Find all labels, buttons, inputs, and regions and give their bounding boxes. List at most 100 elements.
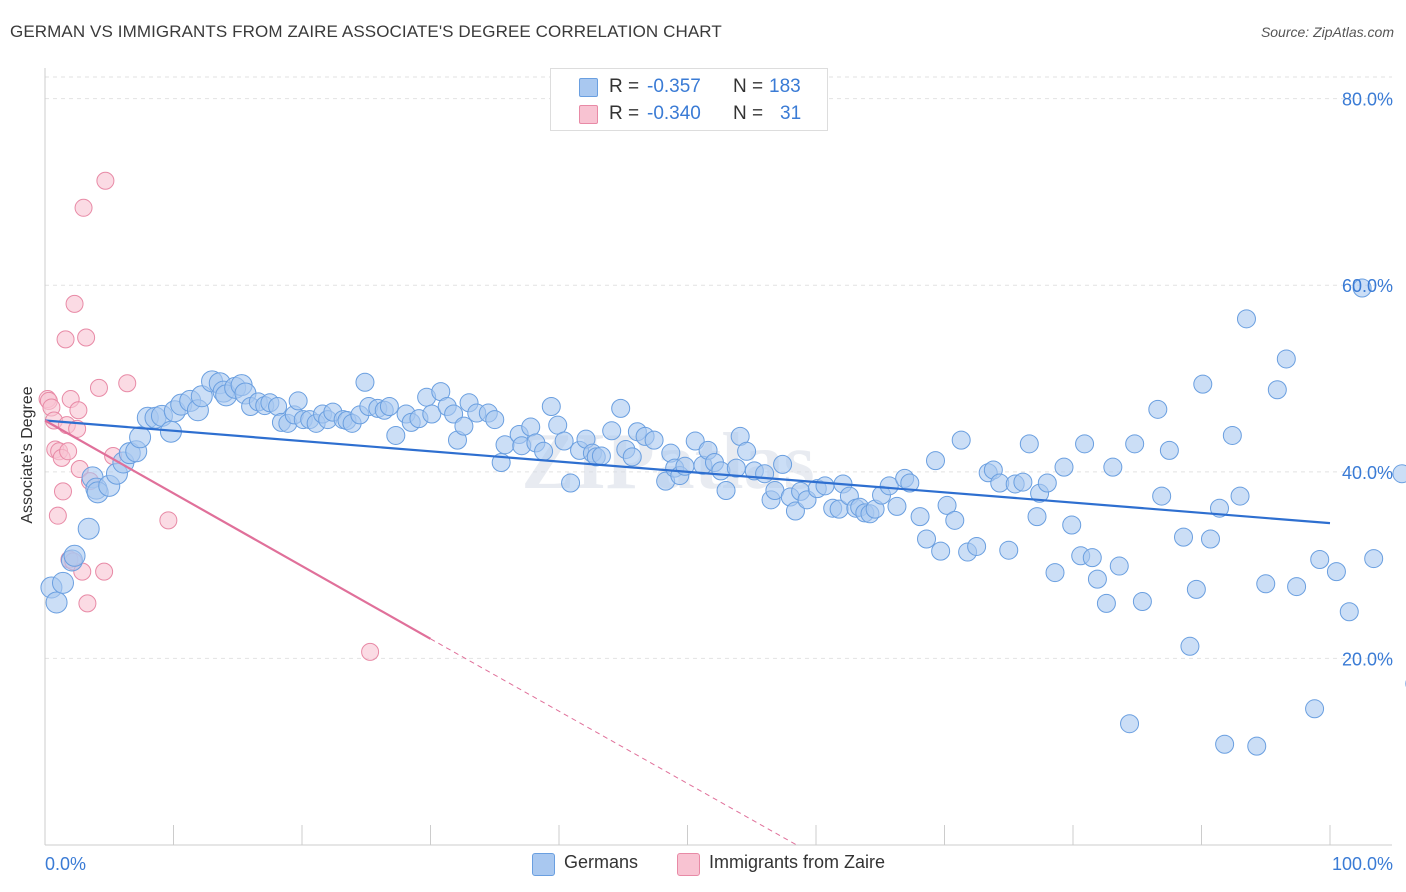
data-point-german — [1132, 592, 1152, 612]
stats-row-zaire: R = -0.340 N = 31 — [551, 101, 827, 127]
data-point-german — [1027, 507, 1047, 527]
tick-labels: 20.0% 40.0% 60.0% 80.0% 0.0% 100.0% — [45, 90, 1393, 874]
data-point-german — [931, 541, 951, 561]
data-point-german — [422, 404, 442, 424]
data-point-german — [63, 544, 86, 567]
data-point-zaire — [96, 171, 115, 190]
data-point-german — [685, 431, 705, 451]
data-point-german — [485, 410, 505, 430]
data-point-german — [1174, 527, 1194, 547]
data-point-german — [1019, 434, 1039, 454]
data-point-german — [1364, 549, 1384, 569]
data-point-zaire — [159, 511, 178, 530]
zaire-swatch — [677, 853, 700, 876]
data-point-german — [1310, 550, 1330, 570]
axes — [44, 68, 1392, 846]
data-point-zaire — [361, 642, 380, 661]
data-point-german — [51, 571, 74, 594]
stats-row-germans: R = -0.357 N = 183 — [551, 74, 827, 100]
data-point-german — [716, 480, 736, 500]
data-point-german — [622, 447, 642, 467]
data-point-german — [534, 441, 554, 461]
data-point-german — [611, 398, 631, 418]
data-point-zaire — [89, 378, 108, 397]
data-point-german — [1103, 457, 1123, 477]
trend-line-zaire — [44, 419, 432, 640]
r-value: -0.357 — [647, 76, 701, 97]
data-point-german — [937, 495, 957, 515]
data-point-german — [1148, 399, 1168, 419]
data-point-german — [1200, 529, 1220, 549]
data-point-german — [951, 430, 971, 450]
data-point-german — [521, 417, 541, 437]
data-point-zaire — [56, 330, 75, 349]
r-label: R = — [609, 76, 640, 97]
n-label: N = — [733, 103, 764, 124]
data-point-zaire — [77, 328, 96, 347]
data-point-german — [1082, 548, 1102, 568]
data-point-german — [77, 517, 100, 540]
data-point-german — [926, 451, 946, 471]
data-point-zaire — [59, 442, 78, 461]
data-point-german — [1276, 349, 1296, 369]
data-point-german — [379, 397, 399, 417]
data-point-german — [1013, 472, 1033, 492]
data-point-german — [1326, 562, 1346, 582]
r-value: -0.340 — [647, 103, 701, 124]
data-point-zaire — [48, 506, 67, 525]
source-label: Source: ZipAtlas.com — [1260, 24, 1394, 40]
data-point-zaire — [68, 419, 87, 438]
germans-swatch — [532, 853, 555, 876]
data-point-german — [879, 476, 899, 496]
data-point-german — [644, 430, 664, 450]
grid-lines — [45, 76, 1392, 659]
n-value: 31 — [780, 103, 802, 124]
data-point-german — [454, 416, 474, 436]
data-point-german — [1152, 486, 1172, 506]
data-point-german — [355, 372, 375, 392]
data-point-german — [999, 540, 1019, 560]
data-point-german — [1186, 579, 1206, 599]
x-tick-label: 100.0% — [1332, 854, 1393, 874]
data-point-german — [1075, 434, 1095, 454]
data-point-german — [602, 421, 622, 441]
data-point-zaire — [53, 482, 72, 501]
data-point-german — [900, 473, 920, 493]
data-point-german — [1193, 374, 1213, 394]
data-point-zaire — [65, 294, 84, 313]
data-point-german — [1109, 556, 1129, 576]
data-point-german — [785, 501, 805, 521]
x-tick-label: 0.0% — [45, 854, 86, 874]
data-point-german — [591, 446, 611, 466]
data-point-german — [1287, 577, 1307, 597]
data-point-zaire — [69, 401, 88, 420]
series-germans — [40, 278, 1406, 756]
r-label: R = — [609, 103, 640, 124]
data-point-german — [737, 441, 757, 461]
data-point-german — [1339, 602, 1359, 622]
data-point-german — [1247, 736, 1267, 756]
y-axis-title: Associate's Degree — [19, 386, 36, 524]
y-tick-label: 80.0% — [1342, 90, 1393, 110]
data-point-german — [1215, 734, 1235, 754]
trend-line-zaire-extension — [430, 638, 797, 846]
data-point-german — [1054, 457, 1074, 477]
y-tick-label: 40.0% — [1342, 463, 1393, 483]
trend-lines — [44, 419, 1331, 846]
data-point-german — [755, 464, 775, 484]
data-point-german — [1230, 486, 1250, 506]
data-point-zaire — [74, 198, 93, 217]
data-point-german — [288, 391, 308, 411]
data-point-german — [1125, 434, 1145, 454]
data-point-german — [1045, 563, 1065, 583]
data-point-german — [1305, 699, 1325, 719]
data-point-german — [129, 426, 152, 449]
zaire-swatch — [579, 105, 598, 124]
data-point-zaire — [78, 594, 97, 613]
data-point-german — [1392, 464, 1406, 484]
y-tick-label: 60.0% — [1342, 276, 1393, 296]
data-point-german — [554, 431, 574, 451]
data-point-german — [917, 529, 937, 549]
data-point-german — [1256, 574, 1276, 594]
